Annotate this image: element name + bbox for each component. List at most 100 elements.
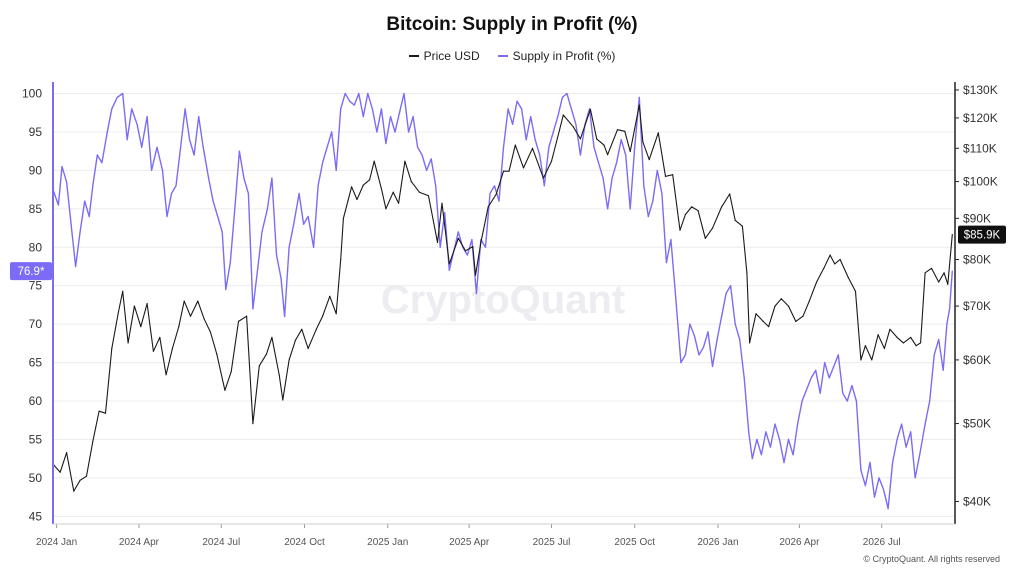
supply-point <box>101 162 103 164</box>
x-tick-label: 2026 Jul <box>863 537 901 548</box>
price-point <box>282 399 284 401</box>
supply-point <box>106 131 108 133</box>
supply-point <box>824 362 826 364</box>
supply-point <box>247 192 249 195</box>
supply-point <box>122 92 124 95</box>
supply-point <box>634 146 636 148</box>
price-point <box>871 359 873 361</box>
supply-point <box>96 154 98 156</box>
supply-point <box>561 96 564 98</box>
price-point <box>224 389 226 391</box>
price-point <box>122 290 124 292</box>
price-point <box>522 167 525 169</box>
price-point <box>307 347 309 350</box>
price-point <box>896 336 898 338</box>
price-point <box>877 334 879 336</box>
supply-point <box>625 154 627 156</box>
supply-point <box>797 423 799 425</box>
y-left-tick-label: 100 <box>22 87 42 101</box>
axes: 45 50 55 60 65 70 75 80 85 90 95 100 $40K $50K $60K $70… <box>10 82 1006 548</box>
supply-point <box>929 400 931 402</box>
supply-point <box>335 169 337 171</box>
price-point <box>711 227 714 229</box>
supply-point <box>412 116 414 118</box>
price-point <box>762 320 764 322</box>
supply-point <box>787 438 790 440</box>
y-left-tick-label: 60 <box>29 394 43 408</box>
price-point <box>589 108 592 110</box>
supply-point <box>566 92 568 95</box>
supply-point <box>430 158 432 160</box>
supply-point <box>156 146 158 148</box>
price-point <box>216 353 218 355</box>
price-point <box>579 138 582 140</box>
price-point <box>398 202 400 204</box>
price-point <box>362 184 364 186</box>
supply-point <box>426 169 428 171</box>
supply-point <box>189 139 191 141</box>
supply-point <box>778 438 781 440</box>
price-point <box>85 475 88 477</box>
price-point <box>531 147 534 149</box>
supply-point <box>225 288 227 291</box>
price-point <box>92 440 94 443</box>
legend-item-price[interactable]: Price USD <box>408 49 480 63</box>
supply-point <box>901 423 903 425</box>
price-point <box>203 318 205 320</box>
price-point <box>854 290 857 292</box>
series-layer <box>52 92 953 510</box>
supply-point <box>751 458 753 460</box>
supply-point <box>833 365 835 367</box>
price-point <box>864 345 867 347</box>
x-tick-label: 2024 Jul <box>202 537 240 548</box>
supply-point <box>597 162 600 164</box>
price-point <box>902 342 905 344</box>
price-point <box>427 195 430 197</box>
supply-point <box>261 231 263 233</box>
price-point <box>79 479 81 481</box>
price-point <box>657 132 659 134</box>
supply-point <box>620 139 622 141</box>
price-point <box>603 144 605 146</box>
price-point <box>73 490 75 492</box>
y-right-tick-label: $120K <box>963 111 998 125</box>
price-point <box>117 313 119 315</box>
x-tick-label: 2025 Oct <box>614 537 655 548</box>
supply-point <box>344 92 346 95</box>
supply-point <box>892 461 894 464</box>
supply-point <box>317 185 319 187</box>
chart-title: Bitcoin: Supply in Profit (%) <box>386 14 638 35</box>
supply-point <box>837 354 839 356</box>
price-point <box>795 320 797 322</box>
supply-point <box>243 177 245 179</box>
price-point <box>860 359 862 361</box>
y-left-tick-label: 45 <box>29 509 43 523</box>
supply-point <box>914 477 916 479</box>
price-point <box>127 342 129 344</box>
supply-point <box>385 142 387 145</box>
supply-point <box>322 162 324 164</box>
price-point <box>943 272 945 274</box>
supply-point <box>84 200 86 202</box>
legend-item-supply[interactable]: Supply in Profit (%) <box>497 49 616 63</box>
supply-point <box>698 354 700 356</box>
supply-point <box>131 108 133 110</box>
supply-point <box>647 215 649 218</box>
supply-point <box>193 154 195 156</box>
supply-point <box>252 308 254 310</box>
price-point <box>495 193 497 195</box>
price-point <box>684 213 687 216</box>
price-point <box>755 313 757 315</box>
supply-point <box>229 262 231 264</box>
supply-point <box>846 400 848 402</box>
supply-point <box>602 177 604 179</box>
supply-point <box>57 204 60 206</box>
price-point <box>834 263 836 265</box>
supply-point <box>810 377 812 379</box>
legend-label-supply: Supply in Profit (%) <box>512 49 616 63</box>
y-right-tick-label: $40K <box>963 494 991 508</box>
supply-point <box>161 169 164 171</box>
price-point <box>230 371 232 373</box>
supply-point <box>765 431 767 433</box>
